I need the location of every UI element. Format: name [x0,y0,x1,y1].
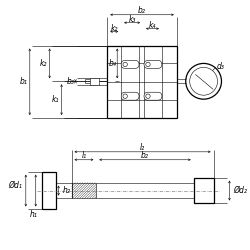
Text: h₁: h₁ [30,210,38,219]
Circle shape [123,94,127,98]
Text: h₂: h₂ [62,186,70,195]
Text: k₄: k₄ [149,21,156,30]
Text: k₃: k₃ [128,15,136,24]
Text: l₁: l₁ [81,151,86,160]
Bar [90,78,99,85]
FancyBboxPatch shape [144,92,162,100]
Circle shape [186,64,222,99]
Text: b₂: b₂ [138,6,146,15]
Circle shape [123,62,127,66]
Text: k₁: k₁ [52,95,59,104]
Text: l₂: l₂ [140,143,145,152]
Text: b₂: b₂ [141,151,149,160]
Text: b₄: b₄ [108,59,116,68]
Text: b₃: b₃ [66,77,74,86]
Text: d₃: d₃ [216,62,224,71]
Circle shape [146,62,150,66]
Text: Ød₂: Ød₂ [234,186,247,195]
Circle shape [190,68,218,95]
Circle shape [146,94,150,98]
FancyBboxPatch shape [121,92,139,100]
Text: b₁: b₁ [20,77,28,86]
Bar [42,172,56,209]
FancyBboxPatch shape [144,60,162,68]
FancyBboxPatch shape [121,60,139,68]
Bar [72,182,96,198]
Bar [107,46,177,118]
Text: k₂: k₂ [40,59,48,68]
Text: Ød₁: Ød₁ [8,181,22,190]
Bar [194,178,214,204]
Text: k₂: k₂ [110,24,118,33]
